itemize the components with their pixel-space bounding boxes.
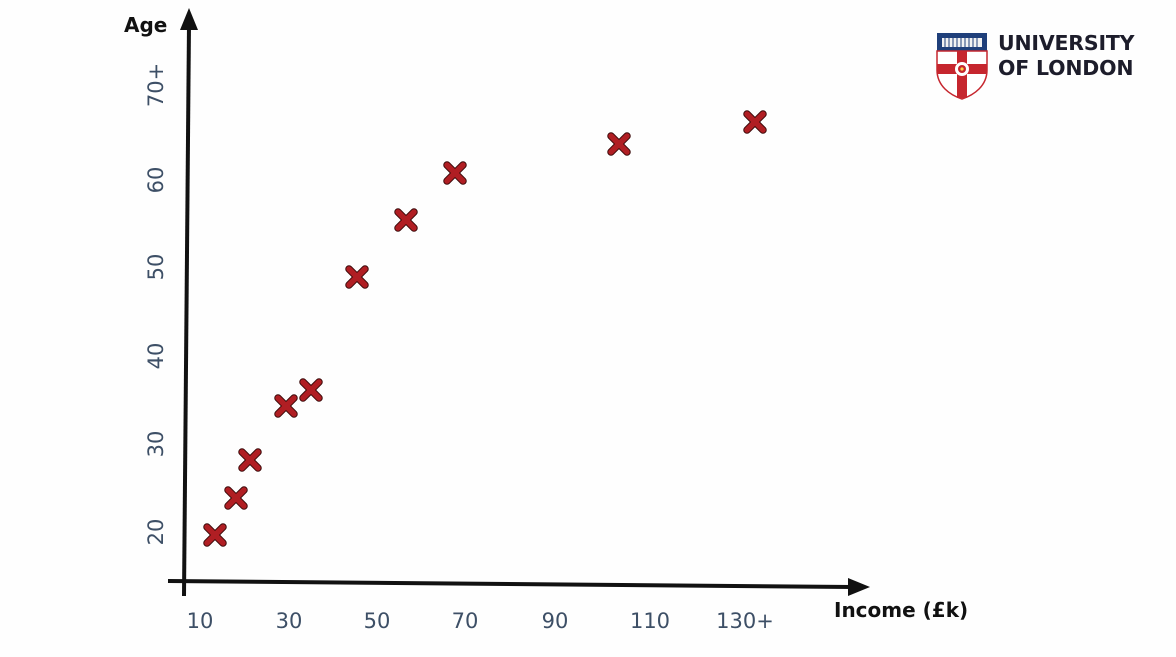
y-axis-line: [182, 23, 191, 597]
x-axis-title: Income (£k): [834, 598, 968, 622]
y-tick-label: 30: [144, 431, 168, 458]
data-point: [238, 448, 262, 472]
y-axis-arrow-icon: [180, 8, 198, 30]
data-point: [743, 110, 767, 134]
x-tick-label: 10: [187, 609, 214, 633]
university-logo: UNIVERSITY OF LONDON: [936, 31, 1135, 100]
data-point: [274, 394, 298, 418]
y-tick-label: 60: [144, 167, 168, 194]
data-point: [224, 486, 248, 510]
x-tick-label: 50: [364, 609, 391, 633]
x-tick-label: 130+: [716, 609, 774, 633]
data-point: [443, 161, 467, 185]
data-point: [203, 523, 227, 547]
data-point: [607, 132, 631, 156]
logo-text-line-1: UNIVERSITY: [998, 31, 1135, 55]
x-tick-label: 70: [452, 609, 479, 633]
x-tick-label: 30: [276, 609, 303, 633]
y-tick-label: 40: [144, 343, 168, 370]
y-tick-label: 70+: [144, 63, 168, 107]
y-tick-label: 20: [144, 519, 168, 546]
data-point: [345, 265, 369, 289]
x-axis-arrow-icon: [848, 578, 870, 596]
y-axis-title: Age: [124, 13, 167, 37]
x-axis-line: [167, 579, 853, 589]
x-tick-label: 110: [630, 609, 670, 633]
university-crest-icon: [936, 33, 988, 100]
x-tick-label: 90: [542, 609, 569, 633]
data-point: [394, 208, 418, 232]
logo-text-line-2: OF LONDON: [998, 56, 1134, 80]
data-point: [299, 378, 323, 402]
y-tick-label: 50: [144, 254, 168, 281]
